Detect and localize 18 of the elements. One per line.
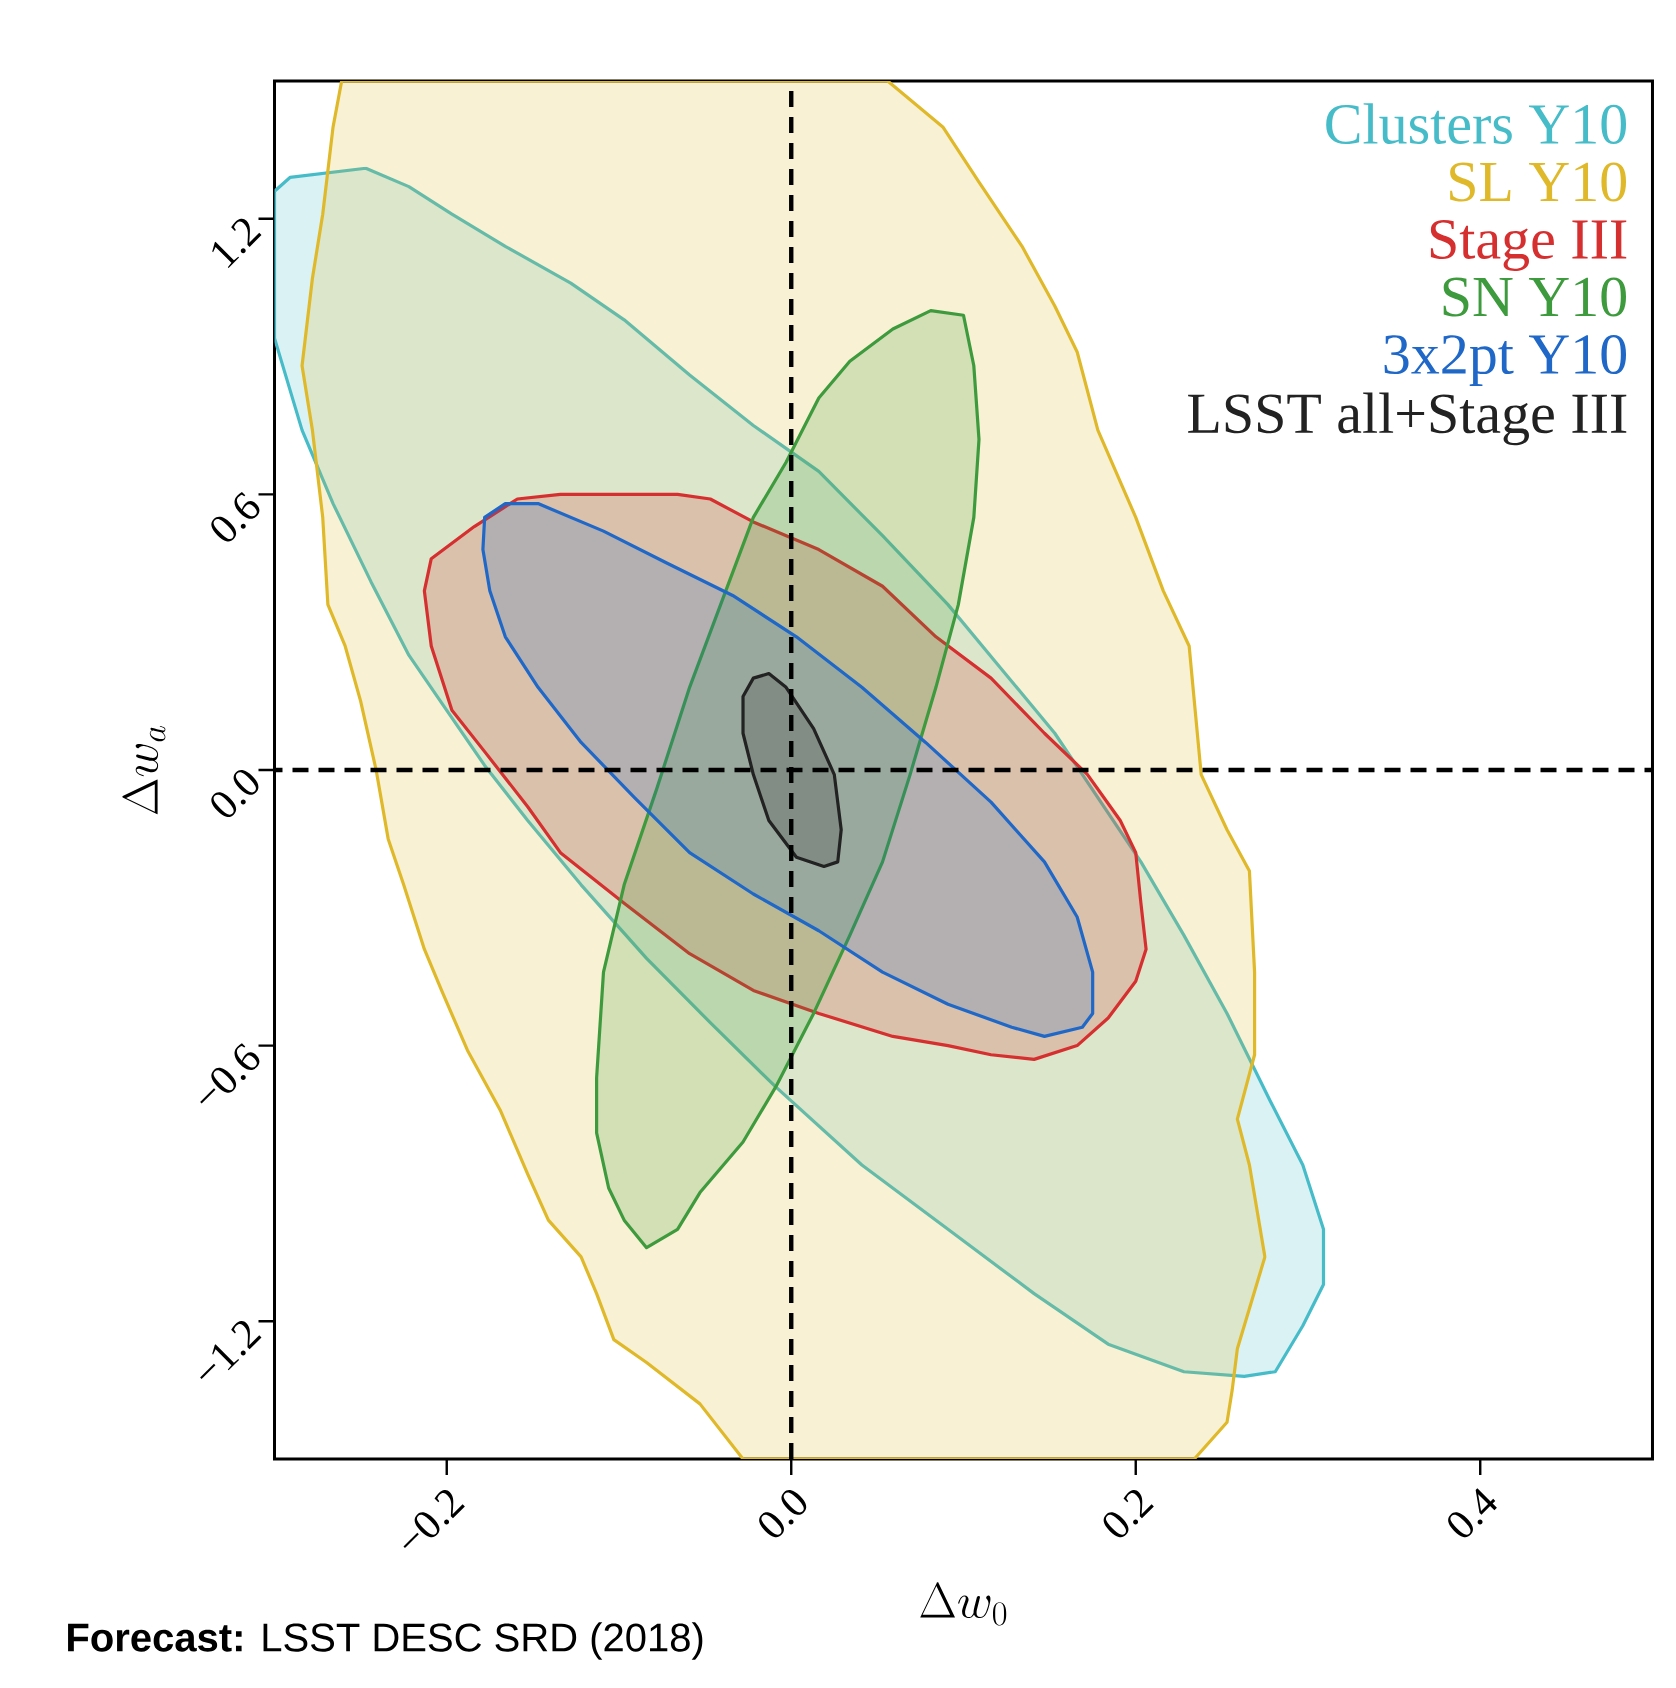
- text: Clusters Y10: [1326, 103, 1627, 144]
- y-tick-label: −1.2: [200, 1321, 262, 1380]
- y-tick-label: 1.2: [212, 218, 262, 268]
- x-tick-label: 0.2: [1103, 1490, 1154, 1538]
- y-tick-label: 0.6: [211, 491, 260, 542]
- text: Stage III: [1430, 220, 1627, 271]
- x-axis-title: $\Delta w_0$: [920, 1582, 1007, 1626]
- y-tick-label: −0.6: [200, 1043, 260, 1104]
- text: LSST all+Stage III: [1188, 392, 1627, 446]
- x-tick-label: 0.0: [759, 1490, 807, 1538]
- y-tick-label: 0.0: [211, 769, 259, 818]
- text: SL Y10: [1450, 162, 1627, 202]
- text: 3x2pt Y10: [1384, 334, 1627, 386]
- x-tick-label: 0.4: [1448, 1488, 1497, 1538]
- x-tick-label: −0.2: [403, 1490, 465, 1549]
- y-axis-title: $\Delta w_a$: [122, 726, 166, 815]
- text: Forecast: LSST DESC SRD (2018): [68, 1622, 703, 1660]
- text: SN Y10: [1443, 277, 1626, 317]
